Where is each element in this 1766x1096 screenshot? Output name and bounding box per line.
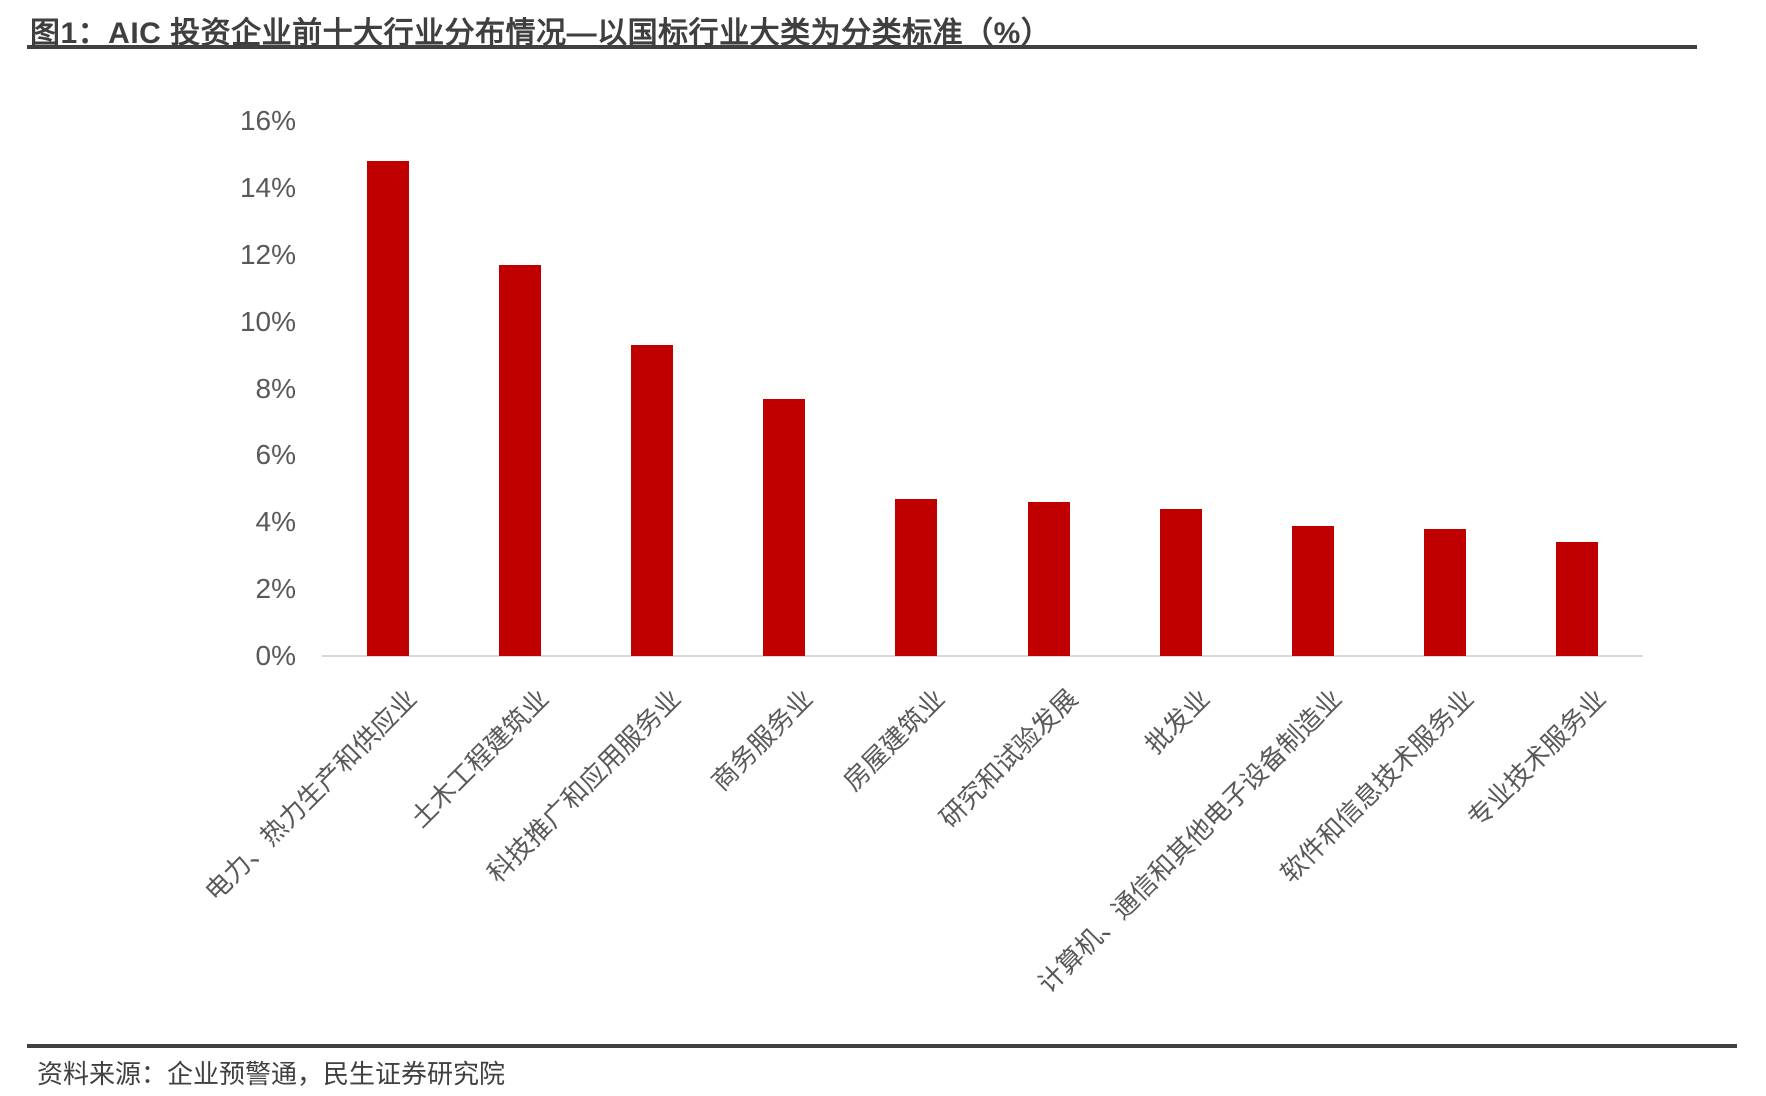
figure-title: 图1：AIC 投资企业前十大行业分布情况—以国标行业大类为分类标准（%） xyxy=(30,17,1052,50)
y-axis-label: 14% xyxy=(239,171,296,203)
y-axis-label: 10% xyxy=(239,305,296,337)
x-axis-label: 批发业 xyxy=(1138,683,1216,760)
x-axis-label: 专业技术服务业 xyxy=(1461,683,1612,834)
bar xyxy=(499,264,542,656)
bar xyxy=(1555,542,1598,656)
bar xyxy=(1291,525,1334,656)
bar xyxy=(1027,502,1070,656)
source-text: 资料来源：企业预警通，民生证券研究院 xyxy=(37,1059,506,1089)
x-axis-line xyxy=(322,655,1643,657)
y-axis-label: 6% xyxy=(255,439,296,471)
y-axis-label: 0% xyxy=(255,640,296,671)
bar xyxy=(631,345,674,656)
x-axis-label: 研究和试验发展 xyxy=(933,683,1084,834)
bar xyxy=(1159,508,1202,656)
bar xyxy=(763,398,806,656)
y-axis-label: 4% xyxy=(255,506,296,538)
title-rule xyxy=(27,45,1697,49)
x-axis-label: 商务服务业 xyxy=(705,683,819,797)
y-axis-label: 16% xyxy=(239,105,296,136)
y-axis-label: 12% xyxy=(239,238,296,270)
bar xyxy=(1423,528,1466,656)
x-axis-label: 土木工程建筑业 xyxy=(404,683,555,834)
y-axis-label: 2% xyxy=(255,573,296,605)
footer-rule xyxy=(27,1044,1737,1048)
bar-chart: 16% 14% 12% 10% 8% 6% 4% 2% 0% 电力、热力生产和供应业 土木工程建筑业… xyxy=(0,60,1766,1020)
bar xyxy=(367,161,410,656)
bar xyxy=(895,498,938,656)
x-axis-label: 房屋建筑业 xyxy=(837,683,951,797)
y-axis-label: 8% xyxy=(255,372,296,404)
x-axis-label: 电力、热力生产和供应业 xyxy=(199,683,423,907)
